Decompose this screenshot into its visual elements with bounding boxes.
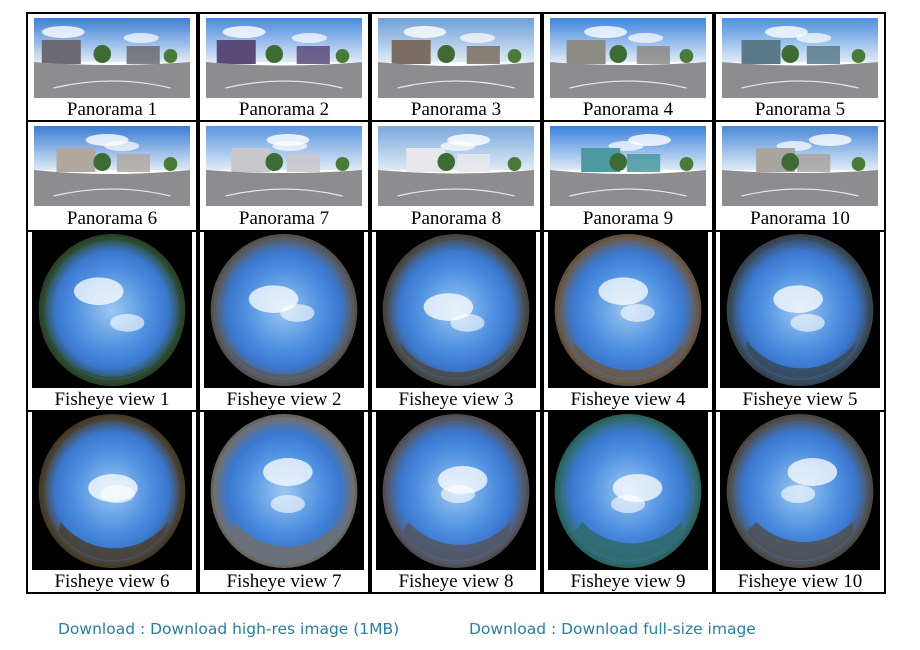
fisheye-image: [548, 412, 708, 570]
panorama-caption: Panorama 9: [582, 208, 674, 229]
fisheye-cell: Fisheye view 7: [200, 412, 368, 592]
fisheye-caption: Fisheye view 6: [54, 571, 170, 592]
fisheye-image: [204, 232, 364, 388]
figure-grid: Panorama 1 Panorama 2 Panorama 3 Panorama 4…: [26, 12, 886, 594]
fisheye-image: [32, 412, 192, 570]
panorama-image: [722, 18, 878, 98]
panorama-caption: Panorama 8: [410, 208, 502, 229]
fisheye-image: [204, 412, 364, 570]
fisheye-image: [720, 232, 880, 388]
fisheye-cell: Fisheye view 9: [544, 412, 712, 592]
download-full-size-link[interactable]: Download : Download full-size image: [469, 620, 756, 638]
panorama-cell: Panorama 4: [544, 14, 712, 120]
panorama-image: [34, 18, 190, 98]
fisheye-caption: Fisheye view 7: [226, 571, 342, 592]
fisheye-cell: Fisheye view 8: [372, 412, 540, 592]
fisheye-image: [32, 232, 192, 388]
fisheye-cell: Fisheye view 3: [372, 232, 540, 410]
fisheye-caption: Fisheye view 1: [54, 389, 170, 410]
panorama-caption: Panorama 5: [754, 99, 846, 120]
fisheye-caption: Fisheye view 9: [570, 571, 686, 592]
download-high-res-link[interactable]: Download : Download high-res image (1MB): [58, 620, 400, 638]
panorama-image: [722, 126, 878, 206]
panorama-image: [206, 126, 362, 206]
panorama-caption: Panorama 1: [66, 99, 158, 120]
panorama-caption: Panorama 6: [66, 208, 158, 229]
panorama-cell: Panorama 1: [28, 14, 196, 120]
panorama-cell: Panorama 9: [544, 122, 712, 230]
fisheye-caption: Fisheye view 8: [398, 571, 514, 592]
panorama-caption: Panorama 7: [238, 208, 330, 229]
panorama-caption: Panorama 10: [750, 208, 850, 229]
fisheye-caption: Fisheye view 3: [398, 389, 514, 410]
fisheye-caption: Fisheye view 4: [570, 389, 686, 410]
panorama-image: [378, 18, 534, 98]
fisheye-caption: Fisheye view 10: [737, 571, 863, 592]
fisheye-image: [548, 232, 708, 388]
fisheye-cell: Fisheye view 10: [716, 412, 884, 592]
fisheye-cell: Fisheye view 1: [28, 232, 196, 410]
panorama-cell: Panorama 2: [200, 14, 368, 120]
fisheye-image: [720, 412, 880, 570]
panorama-cell: Panorama 3: [372, 14, 540, 120]
panorama-cell: Panorama 7: [200, 122, 368, 230]
panorama-image: [206, 18, 362, 98]
panorama-caption: Panorama 4: [582, 99, 674, 120]
panorama-image: [34, 126, 190, 206]
panorama-cell: Panorama 5: [716, 14, 884, 120]
fisheye-cell: Fisheye view 4: [544, 232, 712, 410]
fisheye-cell: Fisheye view 5: [716, 232, 884, 410]
panorama-image: [550, 18, 706, 98]
fisheye-cell: Fisheye view 6: [28, 412, 196, 592]
fisheye-cell: Fisheye view 2: [200, 232, 368, 410]
fisheye-caption: Fisheye view 2: [226, 389, 342, 410]
panorama-cell: Panorama 6: [28, 122, 196, 230]
panorama-cell: Panorama 8: [372, 122, 540, 230]
panorama-cell: Panorama 10: [716, 122, 884, 230]
panorama-caption: Panorama 3: [410, 99, 502, 120]
fisheye-image: [376, 232, 536, 388]
panorama-image: [550, 126, 706, 206]
panorama-caption: Panorama 2: [238, 99, 330, 120]
panorama-image: [378, 126, 534, 206]
fisheye-caption: Fisheye view 5: [742, 389, 858, 410]
fisheye-image: [376, 412, 536, 570]
